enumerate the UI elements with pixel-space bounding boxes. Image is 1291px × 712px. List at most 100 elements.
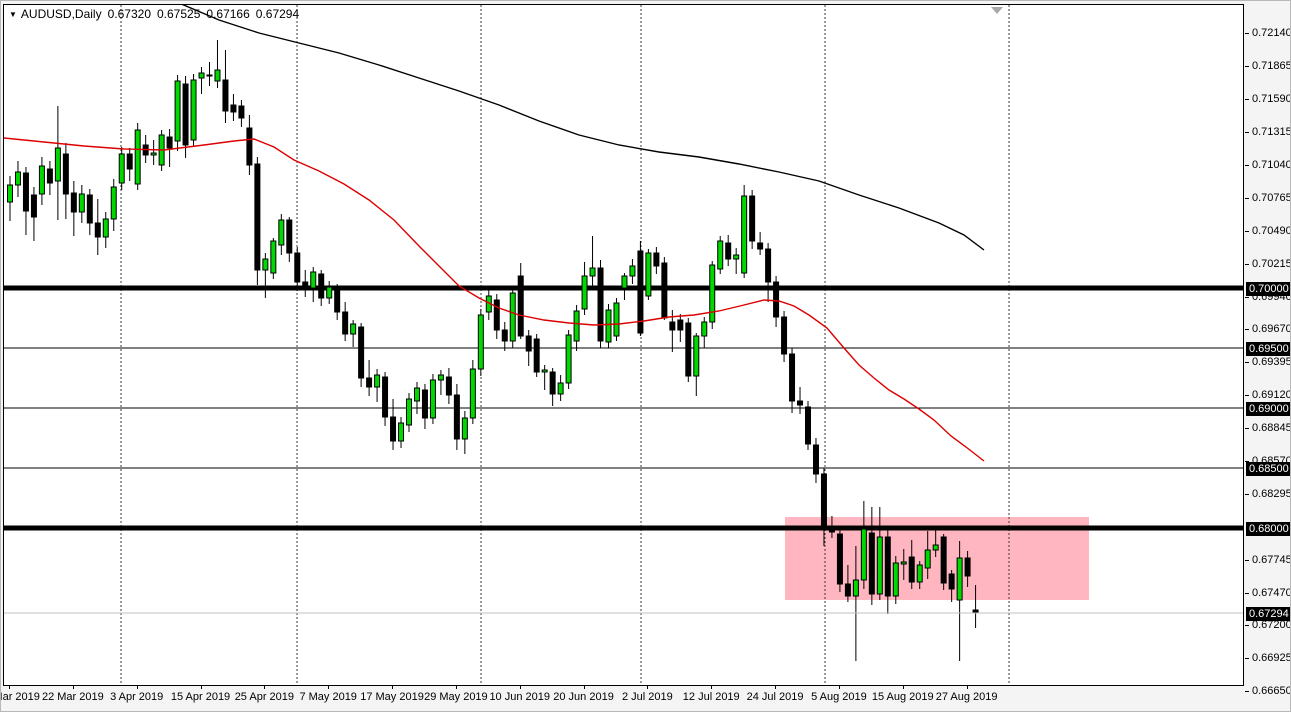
date-tick-dash xyxy=(328,686,330,689)
candle-10-Jul xyxy=(693,333,700,396)
candle-19-Apr xyxy=(230,94,237,121)
candle-7-Aug xyxy=(852,546,859,661)
candle-28-Jun xyxy=(629,259,636,284)
chart-title: ▼ AUDUSD,Daily 0.67320 0.67525 0.67166 0.6729… xyxy=(9,7,305,21)
price-tick-label: 0.71590 xyxy=(1252,93,1291,105)
price-tick-dash xyxy=(1245,395,1249,396)
candle-21-Jun xyxy=(589,236,596,288)
candle-25-Jul xyxy=(781,311,788,362)
candle-24-May xyxy=(429,374,436,424)
candle-29-Apr xyxy=(278,214,285,255)
date-tick-dash xyxy=(519,686,521,689)
candle-15-Apr xyxy=(198,67,205,94)
candle-15-Mar xyxy=(30,187,37,241)
candle-27-Jun xyxy=(621,273,628,300)
candle-29-Mar xyxy=(110,179,117,231)
ohlc-open: 0.67320 xyxy=(107,7,151,21)
date-tick-dash xyxy=(72,686,74,689)
candle-4-Jul xyxy=(661,257,668,320)
candle-9-Aug xyxy=(868,507,875,605)
price-tick-label: 0.71040 xyxy=(1252,159,1291,171)
candle-8-Jul xyxy=(677,314,684,342)
date-tick-dash xyxy=(136,686,138,689)
price-tick-label: 0.71865 xyxy=(1252,60,1291,72)
candle-16-Aug xyxy=(908,540,915,589)
candle-15-Jul xyxy=(717,236,724,274)
date-tick-dash xyxy=(902,686,904,689)
candle-20-May xyxy=(398,417,405,448)
price-chart-plot[interactable] xyxy=(3,4,1244,686)
candle-3-May xyxy=(310,267,317,302)
candle-18-Jul xyxy=(741,185,748,278)
candle-5-Aug xyxy=(836,527,843,592)
price-tick-dash xyxy=(1245,231,1249,232)
date-tick-dash xyxy=(838,686,840,689)
price-tick-label: 0.70215 xyxy=(1252,258,1291,270)
candle-25-Jun xyxy=(605,304,612,348)
candle-1-May xyxy=(294,247,301,291)
candle-12-Aug xyxy=(876,507,883,600)
candle-20-Mar xyxy=(54,106,61,220)
candlestick-chart[interactable] xyxy=(4,5,1243,685)
candle-17-Jul xyxy=(733,248,740,274)
date-label: 27 Aug 2019 xyxy=(935,691,998,703)
date-label: 10 Jun 2019 xyxy=(489,691,550,703)
date-label: 22 Mar 2019 xyxy=(41,691,104,703)
candle-16-Apr xyxy=(206,62,213,86)
candle-23-Aug xyxy=(948,570,955,602)
price-axis[interactable]: 0.72140 0.71865 0.71590 0.71315 0.71040 0.707… xyxy=(1245,4,1291,697)
price-tick-dash xyxy=(1245,66,1249,67)
date-label: 20 Jun 2019 xyxy=(553,691,614,703)
shift-marker-icon[interactable] xyxy=(991,7,1003,14)
candle-27-Mar xyxy=(94,199,101,255)
candle-8-Aug xyxy=(860,501,867,589)
date-tick-dash xyxy=(583,686,585,689)
price-tick-label: 0.67470 xyxy=(1252,587,1291,599)
candle-21-Aug xyxy=(932,528,939,557)
date-label: 15 Aug 2019 xyxy=(871,691,934,703)
date-tick-dash xyxy=(392,686,394,689)
candle-12-Apr xyxy=(190,74,197,146)
candle-9-Jul xyxy=(685,318,692,382)
candle-29-Jul xyxy=(797,387,804,414)
ohlc-high: 0.67525 xyxy=(157,7,201,21)
candle-1-Jul xyxy=(637,241,644,336)
level-price-badge-0.68500: 0.68500 xyxy=(1246,462,1290,476)
candle-11-Jun xyxy=(525,330,532,366)
candle-1-Aug xyxy=(820,468,827,546)
candle-15-May xyxy=(374,369,381,402)
candle-30-Apr xyxy=(286,217,293,262)
price-tick-dash xyxy=(1245,494,1249,495)
candle-12-Jun xyxy=(533,334,540,377)
price-tick-dash xyxy=(1245,132,1249,133)
level-price-badge-0.69000: 0.69000 xyxy=(1246,402,1290,416)
candle-26-Mar xyxy=(86,189,93,235)
candle-16-Jul xyxy=(725,235,732,266)
support-zone-rectangle[interactable] xyxy=(785,517,1089,600)
candle-14-Aug xyxy=(892,556,899,604)
candle-18-Jun xyxy=(565,330,572,389)
price-tick-label: 0.66650 xyxy=(1252,685,1291,697)
price-tick-dash xyxy=(1245,264,1249,265)
price-tick-dash xyxy=(1245,461,1249,462)
date-label: 17 May 2019 xyxy=(360,691,424,703)
candle-2-May xyxy=(302,270,309,297)
date-tick-dash xyxy=(775,686,777,689)
candle-6-May xyxy=(318,270,325,306)
price-tick-dash xyxy=(1245,428,1249,429)
candle-26-Aug xyxy=(956,541,963,661)
date-label: 5 Aug 2019 xyxy=(811,691,867,703)
symbol-dropdown-icon[interactable]: ▼ xyxy=(9,10,17,19)
price-tick-dash xyxy=(1245,691,1249,692)
candle-27-Aug xyxy=(964,551,971,587)
candle-21-May xyxy=(406,393,412,432)
current-price-badge: 0.67294 xyxy=(1246,607,1290,621)
candle-24-Apr xyxy=(254,157,261,285)
date-label: 24 Jul 2019 xyxy=(746,691,804,703)
candle-19-Jun xyxy=(573,305,580,351)
price-tick-dash xyxy=(1245,560,1249,561)
price-tick-dash xyxy=(1245,658,1249,659)
candle-28-Mar xyxy=(102,212,109,248)
